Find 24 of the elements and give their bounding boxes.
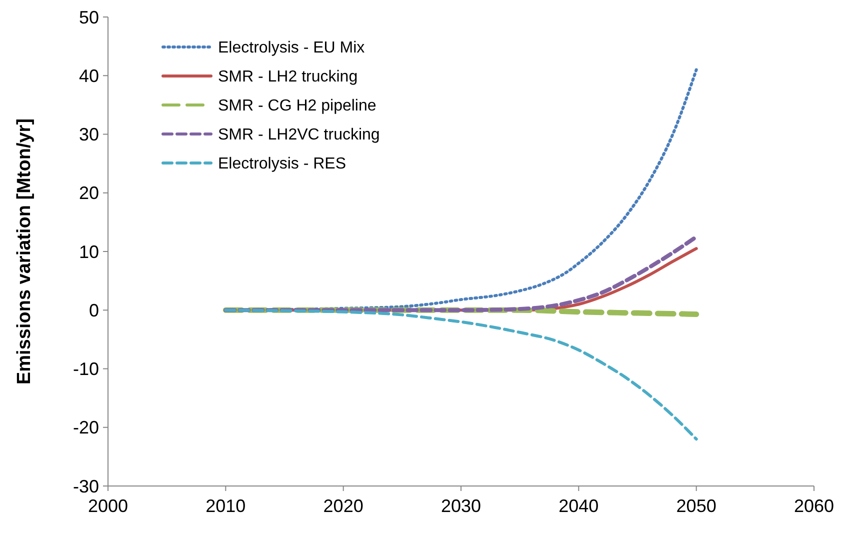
y-tick-label: 20 <box>78 183 99 204</box>
line-series <box>224 234 698 312</box>
legend-label: SMR - LH2VC trucking <box>218 126 380 144</box>
y-tick-label: 10 <box>78 242 99 262</box>
y-tick-label: -20 <box>72 418 99 438</box>
legend-label: SMR - LH2 trucking <box>218 68 358 86</box>
x-tick-label: 2030 <box>440 496 482 516</box>
x-tick-label: 2060 <box>794 496 834 516</box>
y-axis-title: Emissions variation [Mton/yr] <box>14 118 35 385</box>
legend-label: SMR - CG H2 pipeline <box>218 98 376 115</box>
y-tick-label: 50 <box>78 7 99 28</box>
x-tick-label: 2010 <box>206 496 246 516</box>
line-series <box>224 308 698 441</box>
y-tick-label: -10 <box>72 359 99 380</box>
y-tick-label: 30 <box>78 124 99 145</box>
legend-label: Electrolysis - EU Mix <box>218 40 365 57</box>
x-tick-label: 2020 <box>323 496 364 516</box>
legend-label: Electrolysis - RES <box>218 156 346 173</box>
y-tick-label: 40 <box>78 66 99 86</box>
x-tick-label: 2040 <box>558 496 599 516</box>
x-tick-label: 2000 <box>88 496 128 516</box>
y-tick-label: 0 <box>88 300 99 320</box>
y-tick-label: -30 <box>72 476 99 496</box>
x-tick-label: 2050 <box>676 496 716 516</box>
